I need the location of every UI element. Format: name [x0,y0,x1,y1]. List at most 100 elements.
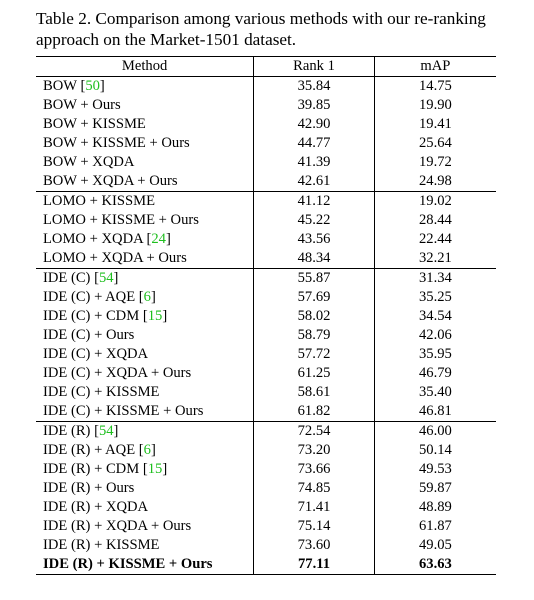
rank1-cell: 45.22 [253,211,375,230]
method-cell: LOMO + KISSME + Ours [36,211,255,230]
method-name: LOMO + XQDA [43,231,143,247]
table-row: LOMO + KISSME 41.12 19.02 [36,191,496,211]
table-row: LOMO + XQDA [24] 43.56 22.44 [36,230,496,249]
method-cell: BOW [50] [36,76,255,96]
method-cell: IDE (R) + CDM [15] [36,460,255,479]
method-name: IDE (C) + AQE [43,289,136,305]
table-row: IDE (R) [54] 72.54 46.00 [36,421,496,441]
method-name: IDE (R) + KISSME [43,537,160,553]
method-cell: IDE (R) + Ours [36,479,255,498]
map-cell: 63.63 [374,555,496,575]
table-row: IDE (C) + CDM [15] 58.02 34.54 [36,307,496,326]
method-name: IDE (R) + KISSME + Ours [43,556,213,572]
rank1-cell: 57.72 [253,345,375,364]
rank1-cell: 42.61 [253,172,375,192]
method-name: BOW + KISSME + Ours [43,135,190,151]
table-row: IDE (R) + KISSME + Ours 77.11 63.63 [36,555,496,575]
method-cell: IDE (C) + Ours [36,326,255,345]
method-name: IDE (C) + XQDA + Ours [43,365,192,381]
header-method: Method [36,56,255,77]
method-cell: IDE (R) + KISSME + Ours [36,555,255,575]
rank1-cell: 73.20 [253,441,375,460]
rank1-cell: 39.85 [253,96,375,115]
table-row: IDE (C) [54] 55.87 31.34 [36,268,496,288]
table-row: IDE (C) + KISSME + Ours 61.82 46.81 [36,402,496,422]
method-name: BOW + XQDA [43,154,135,170]
method-name: IDE (C) + KISSME [43,384,160,400]
method-cell: LOMO + KISSME [36,191,255,211]
method-cell: IDE (R) + AQE [6] [36,441,255,460]
citation-link[interactable]: 15 [147,308,163,324]
map-cell: 14.75 [418,78,452,94]
method-name: IDE (R) + XQDA + Ours [43,518,192,534]
table-row: BOW + XQDA + Ours 42.61 24.98 [36,172,496,192]
table-row: BOW + Ours 39.85 19.90 [36,96,496,115]
map-cell: 19.41 [418,116,452,132]
table-row: BOW [50] 35.84 14.75 [36,76,496,96]
rank1-cell: 57.69 [253,288,375,307]
map-cell: 19.72 [418,154,452,170]
map-cell: 42.06 [418,327,452,343]
citation-link[interactable]: 24 [151,231,166,247]
citation-link[interactable]: 54 [98,423,114,439]
rank1-cell: 55.87 [253,268,375,288]
method-name: IDE (C) + KISSME + Ours [43,403,204,419]
map-cell: 46.81 [418,403,452,419]
method-cell: IDE (C) [54] [36,268,255,288]
rank1-cell: 41.39 [253,153,375,172]
method-name: IDE (C) [43,270,91,286]
header-rank1: Rank 1 [253,56,375,77]
rank1-cell: 75.14 [253,517,375,536]
method-cell: BOW + XQDA + Ours [36,172,255,192]
method-cell: LOMO + XQDA + Ours [36,249,255,269]
citation-link[interactable]: 6 [143,289,151,305]
method-cell: IDE (R) [54] [36,421,255,441]
citation-link[interactable]: 50 [85,78,100,94]
table-row: IDE (R) + KISSME 73.60 49.05 [36,536,496,555]
method-name: BOW [43,78,77,94]
method-cell: IDE (C) + KISSME [36,383,255,402]
header-map: mAP [374,56,496,77]
method-cell: IDE (C) + XQDA [36,345,255,364]
rank1-cell: 44.77 [253,134,375,153]
citation-link[interactable]: 54 [98,270,114,286]
method-name: IDE (C) + XQDA [43,346,149,362]
method-name: LOMO + KISSME [43,193,156,209]
method-cell: IDE (C) + AQE [6] [36,288,255,307]
map-cell: 32.21 [418,250,452,266]
method-cell: IDE (R) + KISSME [36,536,255,555]
table-row: BOW + KISSME 42.90 19.41 [36,115,496,134]
method-cell: IDE (R) + XQDA [36,498,255,517]
table-body: BOW [50] 35.84 14.75 BOW + Ours 39.85 19.90 BO… [36,76,496,575]
table-row: IDE (R) + XQDA + Ours 75.14 61.87 [36,517,496,536]
citation-link[interactable]: 6 [143,442,151,458]
map-cell: 24.98 [418,173,452,189]
header-row: Method Rank 1 mAP [36,56,496,77]
rank1-cell: 35.84 [253,76,375,96]
map-cell: 49.05 [418,537,452,553]
citation-link[interactable]: 15 [147,461,163,477]
method-cell: BOW + XQDA [36,153,255,172]
method-name: IDE (C) + Ours [43,327,135,343]
method-name: BOW + Ours [43,97,121,113]
rank1-cell: 73.66 [253,460,375,479]
map-cell: 49.53 [418,461,452,477]
map-cell: 35.40 [418,384,452,400]
map-cell: 46.79 [418,365,452,381]
method-name: IDE (R) + CDM [43,461,140,477]
rank1-cell: 61.25 [253,364,375,383]
rank1-cell: 74.85 [253,479,375,498]
map-cell: 50.14 [418,442,452,458]
method-name: BOW + KISSME [43,116,146,132]
method-cell: BOW + KISSME + Ours [36,134,255,153]
rank1-cell: 41.12 [253,191,375,211]
rank1-cell: 71.41 [253,498,375,517]
map-cell: 59.87 [418,480,452,496]
table-row: IDE (R) + CDM [15] 73.66 49.53 [36,460,496,479]
results-table: Method Rank 1 mAP BOW [50] 35.84 14.75 BOW … [36,56,496,575]
method-cell: IDE (C) + XQDA + Ours [36,364,255,383]
table-row: IDE (R) + XQDA 71.41 48.89 [36,498,496,517]
method-cell: LOMO + XQDA [24] [36,230,255,249]
map-cell: 35.25 [418,289,452,305]
method-name: LOMO + XQDA + Ours [43,250,187,266]
